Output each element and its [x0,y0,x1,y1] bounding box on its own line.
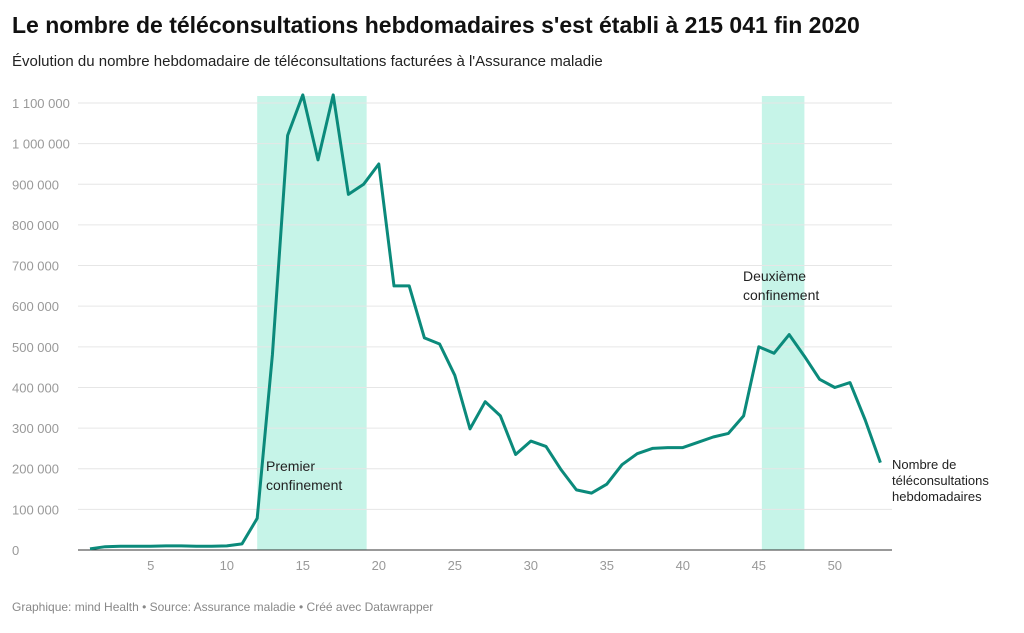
y-tick-label: 600 000 [12,299,59,314]
x-tick-label: 45 [752,558,766,573]
series-label: hebdomadaires [892,489,982,504]
series-label: Nombre de [892,457,956,472]
x-tick-label: 50 [828,558,842,573]
x-tick-label: 40 [676,558,690,573]
y-tick-label: 1 000 000 [12,137,70,152]
y-tick-label: 700 000 [12,259,59,274]
y-tick-label: 100 000 [12,502,59,517]
y-tick-label: 1 100 000 [12,96,70,111]
x-tick-label: 30 [524,558,538,573]
series-line [89,93,882,551]
x-tick-label: 5 [147,558,154,573]
x-tick-label: 15 [296,558,310,573]
band-label: Premier [266,458,315,474]
y-tick-label: 400 000 [12,380,59,395]
x-tick-label: 35 [600,558,614,573]
series-label: téléconsultations [892,473,989,488]
y-tick-label: 500 000 [12,340,59,355]
lockdown-band-2 [761,96,805,550]
y-tick-label: 900 000 [12,177,59,192]
band-label: confinement [266,477,342,493]
y-tick-label: 0 [12,543,19,558]
band-label: Deuxième [743,268,806,284]
band-label: confinement [743,287,819,303]
chart-subtitle: Évolution du nombre hebdomadaire de télé… [12,53,603,70]
chart-title: Le nombre de téléconsultations hebdomada… [12,12,860,38]
y-tick-label: 300 000 [12,421,59,436]
chart-footer: Graphique: mind Health • Source: Assuran… [12,600,434,614]
x-tick-label: 20 [372,558,386,573]
x-tick-label: 10 [220,558,234,573]
y-tick-label: 800 000 [12,218,59,233]
y-tick-label: 200 000 [12,462,59,477]
x-tick-label: 25 [448,558,462,573]
